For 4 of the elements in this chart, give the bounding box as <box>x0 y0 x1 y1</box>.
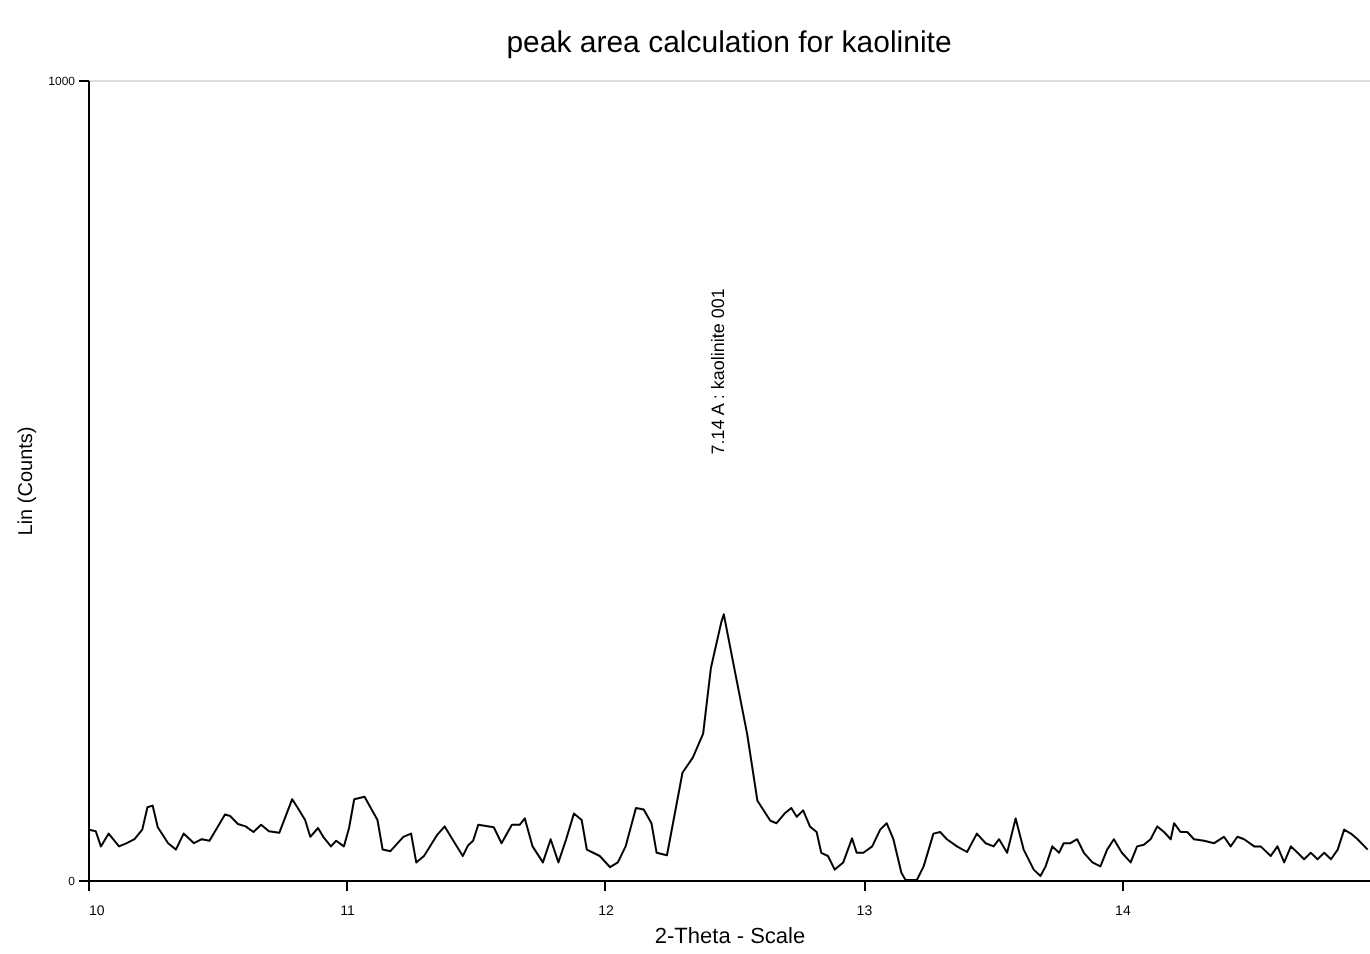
annotation: 7.14 A : kaolinite 001 <box>707 288 728 455</box>
x-axis-title: 2-Theta - Scale <box>654 925 806 949</box>
chart-title: peak area calculation for kaolinite <box>506 26 952 60</box>
y-axis-title: Lin (Counts) <box>16 426 39 536</box>
